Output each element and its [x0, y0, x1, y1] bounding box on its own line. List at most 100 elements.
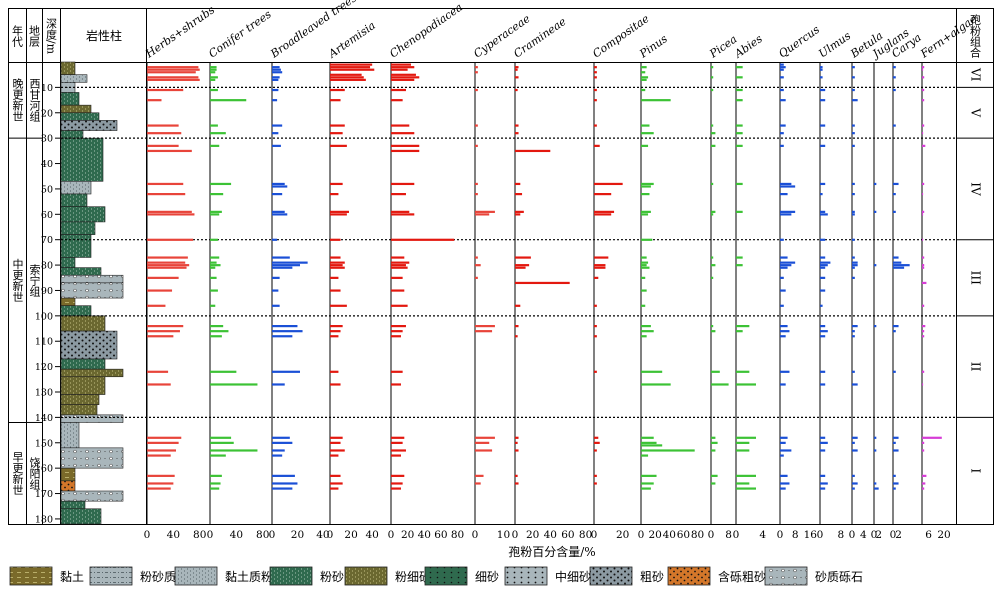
pollen-bar: [893, 474, 896, 477]
pollen-bar: [711, 264, 716, 267]
pollen-bar: [922, 124, 925, 127]
litho-bed: [60, 282, 124, 299]
pollen-bar: [272, 78, 279, 81]
pollen-bar: [330, 383, 341, 386]
pollen-bar: [820, 68, 823, 71]
pollen-bar: [922, 330, 925, 333]
pollen-bar: [711, 383, 729, 386]
formation-label: 饶阳组: [28, 456, 41, 489]
pollen-bar: [820, 124, 826, 127]
pollen-bar: [736, 88, 743, 92]
series-picea: Picea 0 8: [706, 33, 739, 541]
depth-tick-label: 60: [41, 210, 53, 221]
pollen-bar: [641, 88, 646, 92]
pollen-bar: [922, 182, 925, 186]
pollen-bar: [736, 436, 756, 439]
pollen-bar: [330, 238, 341, 241]
pollen-bar: [210, 264, 221, 267]
pollen-bar: [780, 383, 786, 386]
pollen-bar: [210, 213, 220, 216]
pollen-bar: [893, 182, 899, 186]
pollen-bar: [922, 370, 925, 373]
pollen-bar: [147, 436, 182, 439]
pollen-bar: [780, 325, 788, 328]
pollen-bar: [391, 132, 415, 135]
pollen-bar: [780, 449, 792, 452]
depth-tick-label: 90: [41, 286, 53, 297]
litho-bed: [60, 500, 86, 510]
pollen-bar: [820, 304, 823, 307]
pollen-bar: [736, 482, 750, 485]
pollen-bar: [893, 76, 896, 79]
pollen-bar: [391, 325, 406, 328]
x-tick-label: 0: [871, 529, 878, 541]
header-assemblage: 孢粉组合: [969, 14, 982, 58]
pollen-bar: [736, 210, 743, 213]
pollen-bar: [641, 238, 653, 241]
pollen-bar: [893, 325, 899, 328]
litho-bed: [60, 112, 100, 121]
pollen-bar: [641, 185, 651, 188]
pollen-bar: [147, 482, 174, 485]
pollen-bar: [711, 482, 716, 485]
x-tick-label: 80: [256, 529, 269, 541]
litho-bed: [60, 120, 118, 131]
pollen-bar: [594, 276, 599, 279]
litho-bed: [60, 82, 76, 93]
x-tick-label: 20: [401, 529, 414, 541]
pollen-bar: [147, 149, 192, 153]
pollen-bar: [641, 474, 657, 477]
series-artemisia: Artemisia 0 20 40: [325, 19, 378, 541]
pollen-bar: [736, 66, 743, 69]
litho-bed: [60, 414, 124, 423]
pollen-bar: [391, 238, 455, 241]
pollen-bar: [874, 210, 877, 213]
series-herbs-shrubs: Herbs+shrubs 0 40 80: [142, 3, 217, 541]
pollen-bar: [515, 266, 526, 269]
pollen-bar: [852, 330, 855, 333]
depth-tick-label: 110: [35, 337, 53, 348]
pollen-bar: [475, 264, 481, 267]
pollen-bar: [922, 281, 927, 285]
pollen-bar: [594, 213, 612, 216]
pollen-bar: [820, 436, 826, 439]
legend-swatch: [764, 566, 808, 586]
pollen-bar: [475, 449, 493, 452]
pollen-bar: [330, 132, 343, 135]
pollen-bar: [147, 144, 179, 147]
pollen-bar: [147, 76, 199, 79]
x-tick-label: 8: [837, 529, 844, 541]
pollen-bar: [594, 71, 597, 74]
pollen-bar: [852, 370, 855, 373]
series-chenopodiacea: Chenopodiacea 0 20 40 60 80: [387, 1, 465, 541]
x-tick-label: 80: [193, 529, 206, 541]
x-tick-label: 0: [388, 529, 395, 541]
pollen-bar: [272, 325, 298, 328]
pollen-bar: [780, 441, 786, 444]
pollen-bar: [330, 144, 347, 147]
pollen-bar: [736, 256, 743, 259]
pollen-bar: [147, 474, 175, 477]
pollen-bar: [475, 482, 481, 485]
pollen-bar: [711, 66, 714, 69]
pollen-bar: [711, 256, 714, 259]
pollen-bar: [210, 78, 216, 81]
pollen-bar: [711, 88, 714, 92]
litho-bed: [60, 422, 80, 449]
depth-tick-label: 180: [35, 514, 53, 525]
x-tick-label: 20: [616, 529, 629, 541]
litho-bed: [60, 206, 106, 223]
pollen-bar: [475, 210, 495, 213]
pollen-bar: [736, 441, 750, 444]
pollen-bar: [330, 487, 339, 490]
pollen-bar: [780, 436, 788, 439]
formation-label: 索宁组: [28, 262, 41, 296]
pollen-bar: [874, 449, 877, 452]
pollen-bar: [391, 210, 410, 213]
